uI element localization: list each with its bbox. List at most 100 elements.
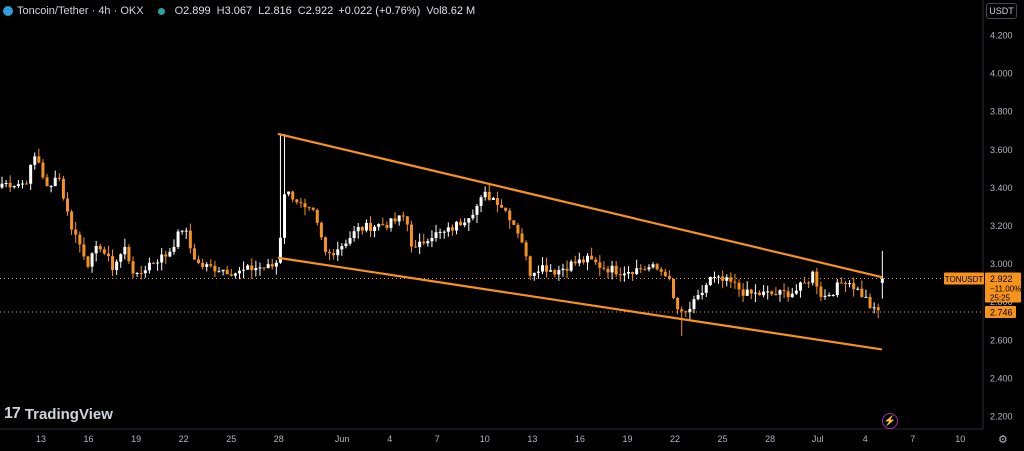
candle-body bbox=[270, 264, 274, 267]
candle-body bbox=[221, 269, 225, 272]
candle-body bbox=[160, 254, 164, 263]
y-tick-label: 4.000 bbox=[990, 69, 1013, 79]
x-tick-label: 4 bbox=[387, 434, 392, 444]
candle-body bbox=[749, 289, 753, 294]
candle-body bbox=[102, 249, 106, 254]
tradingview-logo[interactable]: 17 TradingView bbox=[4, 405, 113, 423]
candle-body bbox=[229, 274, 233, 276]
candle-body bbox=[725, 277, 729, 281]
candle-body bbox=[250, 265, 254, 271]
candle-body bbox=[29, 164, 33, 184]
candle-body bbox=[516, 224, 520, 234]
candle-body bbox=[41, 162, 45, 178]
candle-body bbox=[20, 183, 24, 185]
candle-body bbox=[528, 256, 532, 276]
candle-body bbox=[655, 264, 659, 270]
candle-body bbox=[172, 246, 176, 252]
candle-body bbox=[278, 237, 282, 263]
candle-body bbox=[377, 224, 381, 227]
close-value: 2.922 bbox=[305, 5, 334, 17]
last-price-tag bbox=[985, 272, 1021, 303]
candle-body bbox=[37, 156, 41, 163]
candle-body bbox=[565, 268, 569, 271]
x-tick-label: 28 bbox=[274, 434, 284, 444]
trendline-lower[interactable] bbox=[277, 256, 883, 351]
candle-body bbox=[344, 243, 348, 247]
candle-body bbox=[369, 222, 373, 231]
candle-body bbox=[98, 246, 102, 250]
candle-body bbox=[242, 269, 246, 271]
candle-body bbox=[803, 282, 807, 284]
candle-body bbox=[381, 224, 385, 226]
candle-body bbox=[712, 276, 716, 278]
y-tick-label: 2.600 bbox=[990, 335, 1013, 345]
candle-body bbox=[483, 191, 487, 198]
candle-body bbox=[721, 276, 725, 281]
open-label: O bbox=[174, 5, 184, 17]
candle-body bbox=[540, 265, 544, 272]
y-tick-label: 4.200 bbox=[990, 31, 1013, 41]
candle-body bbox=[696, 295, 700, 300]
candle-body bbox=[176, 231, 180, 247]
change-value: +0.022 (+0.76%) bbox=[338, 5, 421, 17]
tradingview-wordmark: TradingView bbox=[24, 405, 113, 423]
countdown-label: 25:25 bbox=[990, 293, 1011, 302]
candle-body bbox=[807, 282, 811, 284]
candle-body bbox=[577, 259, 581, 264]
y-tick-label: 3.000 bbox=[990, 259, 1013, 269]
candle-body bbox=[90, 253, 94, 267]
candle-body bbox=[295, 199, 299, 203]
candle-body bbox=[635, 268, 639, 275]
level-tag bbox=[985, 305, 1016, 318]
currency-selector[interactable]: USDT bbox=[986, 3, 1017, 19]
candle-body bbox=[708, 276, 712, 286]
candle-body bbox=[49, 186, 53, 188]
candle-body bbox=[532, 272, 536, 276]
candle-body bbox=[192, 248, 196, 260]
settings-gear-icon[interactable]: ⚙ bbox=[998, 434, 1008, 446]
candle-body bbox=[672, 278, 676, 298]
candle-body bbox=[143, 270, 147, 274]
candle-body bbox=[827, 295, 831, 297]
candle-body bbox=[586, 255, 590, 263]
candle-body bbox=[323, 237, 327, 252]
candle-body bbox=[446, 227, 450, 232]
candle-body bbox=[864, 296, 868, 298]
candle-body bbox=[450, 227, 454, 231]
candle-body bbox=[254, 267, 258, 271]
candle-body bbox=[471, 214, 475, 219]
candle-body bbox=[598, 262, 602, 268]
x-tick-label: 7 bbox=[435, 434, 440, 444]
candle-body bbox=[692, 299, 696, 309]
candle-body bbox=[602, 267, 606, 269]
tradingview-mark-icon: 17 bbox=[4, 405, 21, 422]
candle-body bbox=[663, 271, 667, 277]
candle-body bbox=[356, 226, 360, 232]
y-tick-label: 3.200 bbox=[990, 221, 1013, 231]
x-tick-label: Jun bbox=[335, 434, 350, 444]
candle-body bbox=[676, 297, 680, 310]
candle-body bbox=[573, 261, 577, 264]
candle-body bbox=[631, 272, 635, 275]
candle-body bbox=[856, 288, 860, 290]
candle-body bbox=[225, 269, 229, 275]
level-tag-label: 2.746 bbox=[990, 307, 1013, 317]
candle-body bbox=[94, 246, 98, 254]
candle-body bbox=[233, 273, 237, 276]
candle-body bbox=[737, 282, 741, 290]
candle-body bbox=[798, 282, 802, 291]
candle-body bbox=[659, 269, 663, 272]
candle-body bbox=[385, 224, 389, 228]
candle-body bbox=[860, 288, 864, 297]
x-tick-label: 4 bbox=[863, 434, 868, 444]
candle-body bbox=[835, 282, 839, 296]
symbol-title[interactable]: Toncoin/Tether · 4h · OKX bbox=[17, 5, 144, 17]
trendline-upper[interactable] bbox=[277, 132, 883, 279]
candle-body bbox=[217, 271, 221, 273]
candle-body bbox=[401, 215, 405, 217]
candle-body bbox=[557, 270, 561, 275]
candle-body bbox=[545, 265, 549, 272]
lightning-icon[interactable]: ⚡ bbox=[882, 413, 898, 429]
candle-body bbox=[729, 277, 733, 282]
